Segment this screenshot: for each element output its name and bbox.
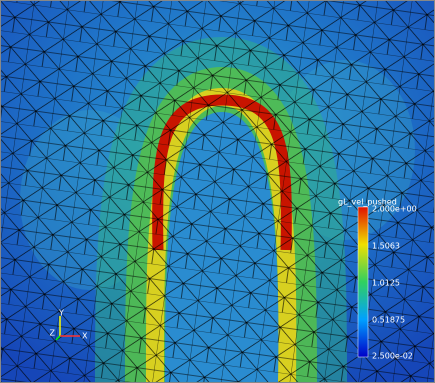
render-view: gL_vel_pushed 2.000e+00 1.5063 1.0125 0.… <box>0 0 435 383</box>
colorbar-label: 2.000e+00 <box>372 205 417 214</box>
colorbar-label: 1.0125 <box>372 279 400 288</box>
colorbar-label: 1.5063 <box>372 242 400 251</box>
axis-label: Y <box>58 309 64 318</box>
axis-label: X <box>82 332 88 341</box>
render-canvas: gL_vel_pushed 2.000e+00 1.5063 1.0125 0.… <box>0 0 435 383</box>
axis-label: Z <box>50 329 56 338</box>
colorbar <box>358 207 368 357</box>
colorbar-label: 0.51875 <box>372 316 405 325</box>
mesh <box>0 0 435 383</box>
colorbar-label: 2.500e-02 <box>372 352 413 361</box>
